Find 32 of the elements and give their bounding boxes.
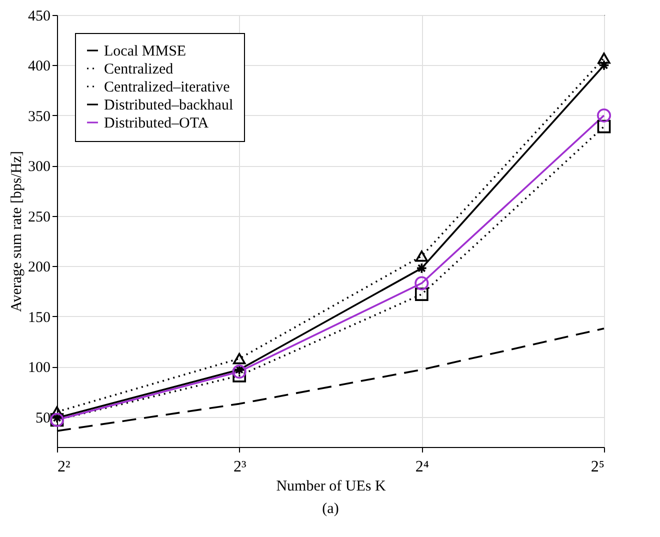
point [598, 60, 610, 71]
legend-label: Distributed–OTA [104, 116, 209, 132]
point [414, 288, 428, 301]
y-tick-label: 400 [28, 58, 50, 75]
y-tick-label: 300 [28, 159, 50, 176]
point [232, 364, 246, 379]
point [232, 368, 246, 382]
y-tick-label: 350 [28, 108, 50, 125]
text: (a) [322, 501, 339, 517]
y-tick-label: 100 [28, 360, 50, 376]
y-tick-label: 50 [36, 410, 50, 426]
point [416, 262, 428, 274]
y-tick-label: 150 [28, 310, 50, 326]
point [232, 352, 246, 364]
point [597, 120, 611, 134]
y-tick-label: 200 [28, 260, 50, 276]
y-tick-label: 250 [28, 209, 50, 226]
point [598, 52, 610, 64]
y-tick-label: 450 [28, 8, 50, 24]
legend-label: Centralized [104, 62, 174, 78]
x-tick-label: 2⁵ [590, 458, 604, 476]
y-axis-title: Average sum rate [bps/Hz] [9, 151, 25, 312]
x-tick-label: 2⁴ [415, 458, 430, 476]
x-tick-label: 2² [58, 458, 70, 476]
x-tick-label: 2³ [233, 458, 246, 476]
point [596, 108, 612, 122]
point [414, 276, 429, 290]
legend-label: Centralized–iterative [104, 80, 230, 96]
legend-label: Distributed–backhaul [104, 98, 234, 114]
x-axis-title: Number of UEs K [276, 478, 386, 494]
legend-label: Local MMSE [104, 44, 186, 60]
point [415, 250, 428, 262]
